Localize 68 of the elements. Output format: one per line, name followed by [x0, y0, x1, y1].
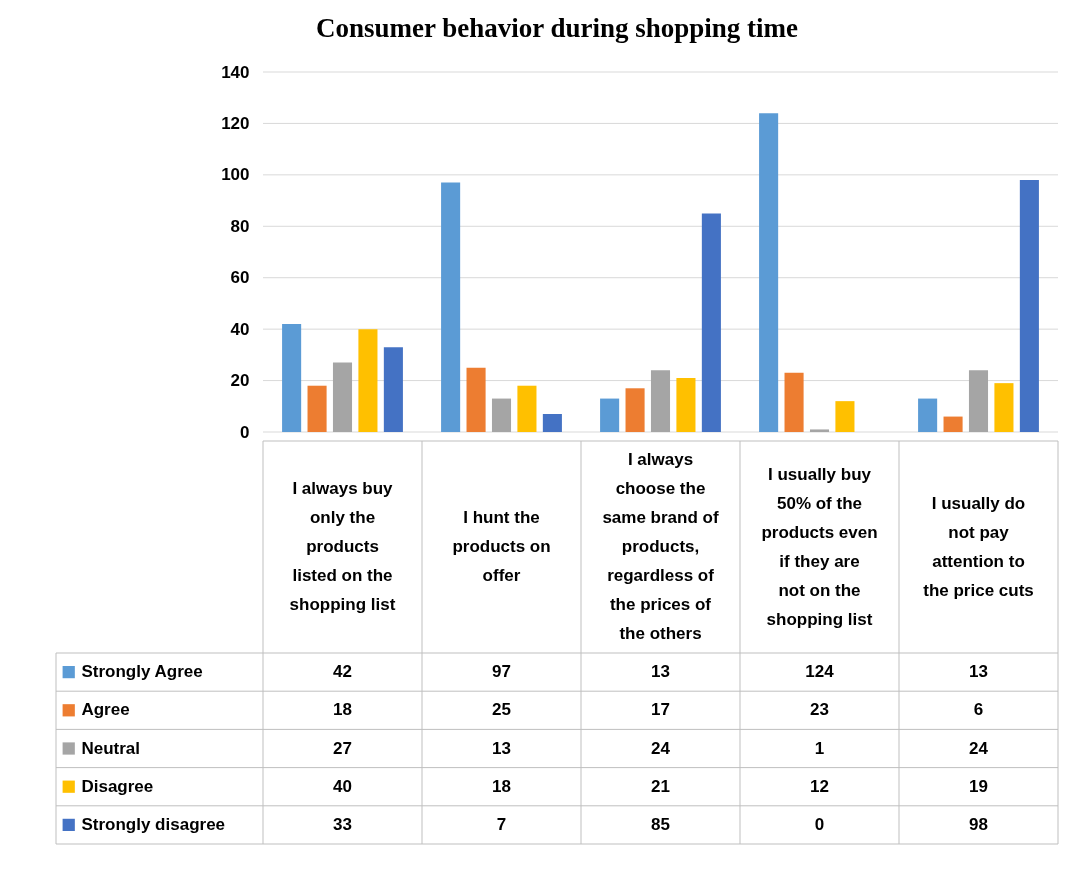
data-label: 124 [805, 662, 835, 682]
bar [625, 388, 645, 432]
x-tick-label: I always choose the same brand of products, regardless of the prices of the others [602, 450, 719, 643]
y-tick-label: 40 [230, 319, 250, 339]
data-label: 13 [651, 662, 670, 682]
bar [759, 113, 779, 432]
legend-label: Disagree [81, 776, 154, 796]
x-tick-label: I hunt the products on offer [452, 508, 551, 585]
data-label: 17 [651, 700, 670, 720]
data-label: 97 [492, 662, 511, 682]
bar [676, 378, 696, 432]
data-label: 21 [651, 776, 670, 796]
data-label: 18 [333, 700, 352, 720]
y-tick-label: 20 [230, 371, 250, 391]
y-tick-label: 120 [221, 113, 250, 133]
data-label: 85 [651, 814, 670, 834]
y-tick-label: 60 [230, 268, 250, 288]
y-tick-label: 140 [221, 62, 250, 82]
bar [517, 385, 537, 432]
bar [282, 324, 302, 432]
data-label: 1 [814, 738, 825, 758]
data-label: 40 [333, 776, 352, 796]
bar [784, 372, 804, 432]
data-label: 13 [969, 662, 988, 682]
bar [358, 329, 378, 432]
data-label: 33 [333, 814, 352, 834]
y-tick-label: 100 [221, 165, 250, 185]
bar [383, 347, 403, 432]
bar [307, 385, 327, 432]
chart-title: Consumer behavior during shopping time [315, 13, 799, 43]
legend-label: Strongly disagree [81, 814, 226, 834]
data-label: 18 [492, 776, 511, 796]
x-tick-label: I usually do not pay attention to the price cuts [923, 493, 1034, 600]
legend-label: Neutral [81, 738, 141, 758]
data-label: 24 [651, 738, 671, 758]
x-tick-label: I always buy only the products listed on the shopping list [289, 479, 396, 614]
bar [1019, 180, 1039, 432]
bar [542, 414, 562, 432]
data-label: 98 [969, 814, 988, 834]
data-label: 6 [973, 700, 984, 720]
bar [441, 182, 461, 432]
x-tick-label: I usually buy 50% of the products even if they are not on the shopping list [761, 464, 878, 629]
data-label: 0 [814, 814, 825, 834]
bar [835, 401, 855, 432]
y-tick-label: 80 [230, 216, 250, 236]
bar [918, 398, 938, 432]
bar [994, 383, 1014, 432]
bar [650, 370, 671, 432]
data-label: 24 [969, 738, 989, 758]
data-label: 23 [810, 700, 829, 720]
data-label: 27 [333, 738, 352, 758]
data-label: 12 [810, 776, 829, 796]
data-label: 25 [492, 700, 511, 720]
bar [943, 416, 963, 432]
data-label: 19 [969, 776, 988, 796]
bar [809, 429, 830, 432]
data-label: 13 [492, 738, 511, 758]
bar [466, 367, 486, 432]
bar [701, 213, 721, 432]
legend-label: Strongly Agree [81, 662, 203, 682]
bar [600, 398, 620, 432]
bar [332, 362, 353, 432]
legend-label: Agree [81, 700, 130, 720]
data-label: 42 [333, 662, 352, 682]
data-label: 7 [496, 814, 507, 834]
bar [491, 398, 512, 432]
bar [968, 370, 989, 432]
y-tick-label: 0 [240, 422, 250, 442]
